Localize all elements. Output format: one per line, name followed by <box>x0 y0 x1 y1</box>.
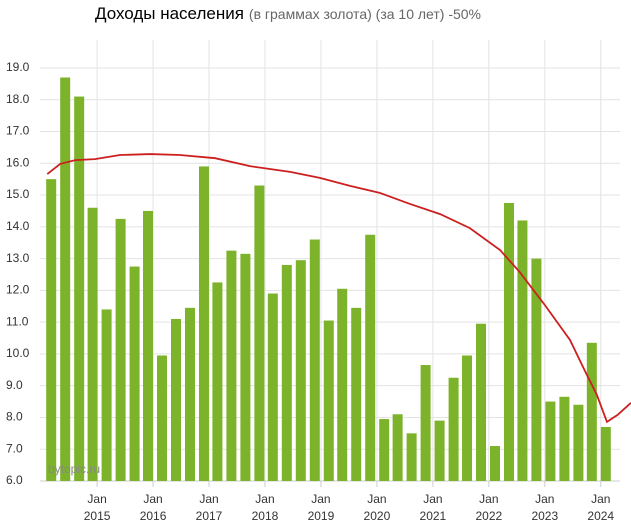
bar <box>198 166 209 481</box>
x-tick-label: Jan 2023 <box>531 492 559 523</box>
bar <box>267 293 278 481</box>
trend-line <box>46 153 631 424</box>
bar <box>129 266 140 481</box>
bar <box>115 218 126 481</box>
y-tick-label: 10.0 <box>6 346 30 360</box>
x-tick-label: Jan 2020 <box>363 492 391 523</box>
subtitle: (в граммах золота) (за 10 лет) -50% <box>249 6 481 22</box>
bar <box>531 258 542 481</box>
bar <box>462 355 473 481</box>
bar <box>240 253 251 481</box>
bar <box>74 96 85 482</box>
bar <box>600 426 611 481</box>
bar <box>226 250 237 481</box>
y-tick-label: 17.0 <box>6 124 30 138</box>
bar <box>281 264 292 481</box>
y-tick-label: 6.0 <box>6 473 23 487</box>
y-tick-label: 14.0 <box>6 219 30 233</box>
bar <box>365 234 376 481</box>
bar <box>212 282 223 481</box>
bar <box>170 318 181 481</box>
bar <box>490 446 501 481</box>
bar <box>392 414 403 481</box>
bar <box>46 179 57 481</box>
bar <box>379 419 390 481</box>
bar <box>434 420 445 481</box>
watermark: bytopic.ru <box>48 462 100 476</box>
bar <box>448 377 459 481</box>
x-tick-label: Jan 2022 <box>475 492 503 523</box>
y-tick-label: 7.0 <box>6 441 23 455</box>
bar <box>60 77 71 481</box>
bar <box>87 207 98 481</box>
y-tick-label: 9.0 <box>6 378 23 392</box>
title: Доходы населения <box>95 4 244 23</box>
bar <box>184 307 195 481</box>
y-tick-label: 13.0 <box>6 251 30 265</box>
bar <box>573 404 584 481</box>
chart-title: Доходы населения (в граммах золота) (за 1… <box>95 4 481 23</box>
bar <box>309 239 320 481</box>
bar <box>545 401 556 481</box>
bar <box>586 342 597 481</box>
y-tick-label: 19.0 <box>6 60 30 74</box>
x-tick-label: Jan 2015 <box>83 492 111 523</box>
bar <box>101 309 112 481</box>
bar <box>351 307 362 481</box>
y-tick-label: 8.0 <box>6 410 23 424</box>
bar <box>157 355 168 481</box>
bar <box>295 260 306 481</box>
x-tick-label: Jan 2019 <box>307 492 335 523</box>
x-tick-label: Jan 2021 <box>419 492 447 523</box>
bar <box>517 220 528 481</box>
x-tick-label: Jan 2017 <box>195 492 223 523</box>
y-tick-label: 18.0 <box>6 92 30 106</box>
x-tick-label: Jan 2016 <box>139 492 167 523</box>
bar <box>559 396 570 481</box>
y-tick-label: 16.0 <box>6 155 30 169</box>
bar <box>406 433 417 481</box>
bar <box>323 320 334 481</box>
bar <box>420 365 431 481</box>
x-tick-label: Jan 2024 <box>587 492 615 523</box>
bar <box>476 323 487 481</box>
bar <box>143 210 154 481</box>
y-tick-label: 12.0 <box>6 283 30 297</box>
bar <box>254 185 265 482</box>
bar <box>337 288 348 481</box>
bar <box>503 202 514 482</box>
x-tick-label: Jan 2018 <box>251 492 279 523</box>
y-tick-label: 11.0 <box>6 314 29 328</box>
y-tick-label: 15.0 <box>6 187 30 201</box>
